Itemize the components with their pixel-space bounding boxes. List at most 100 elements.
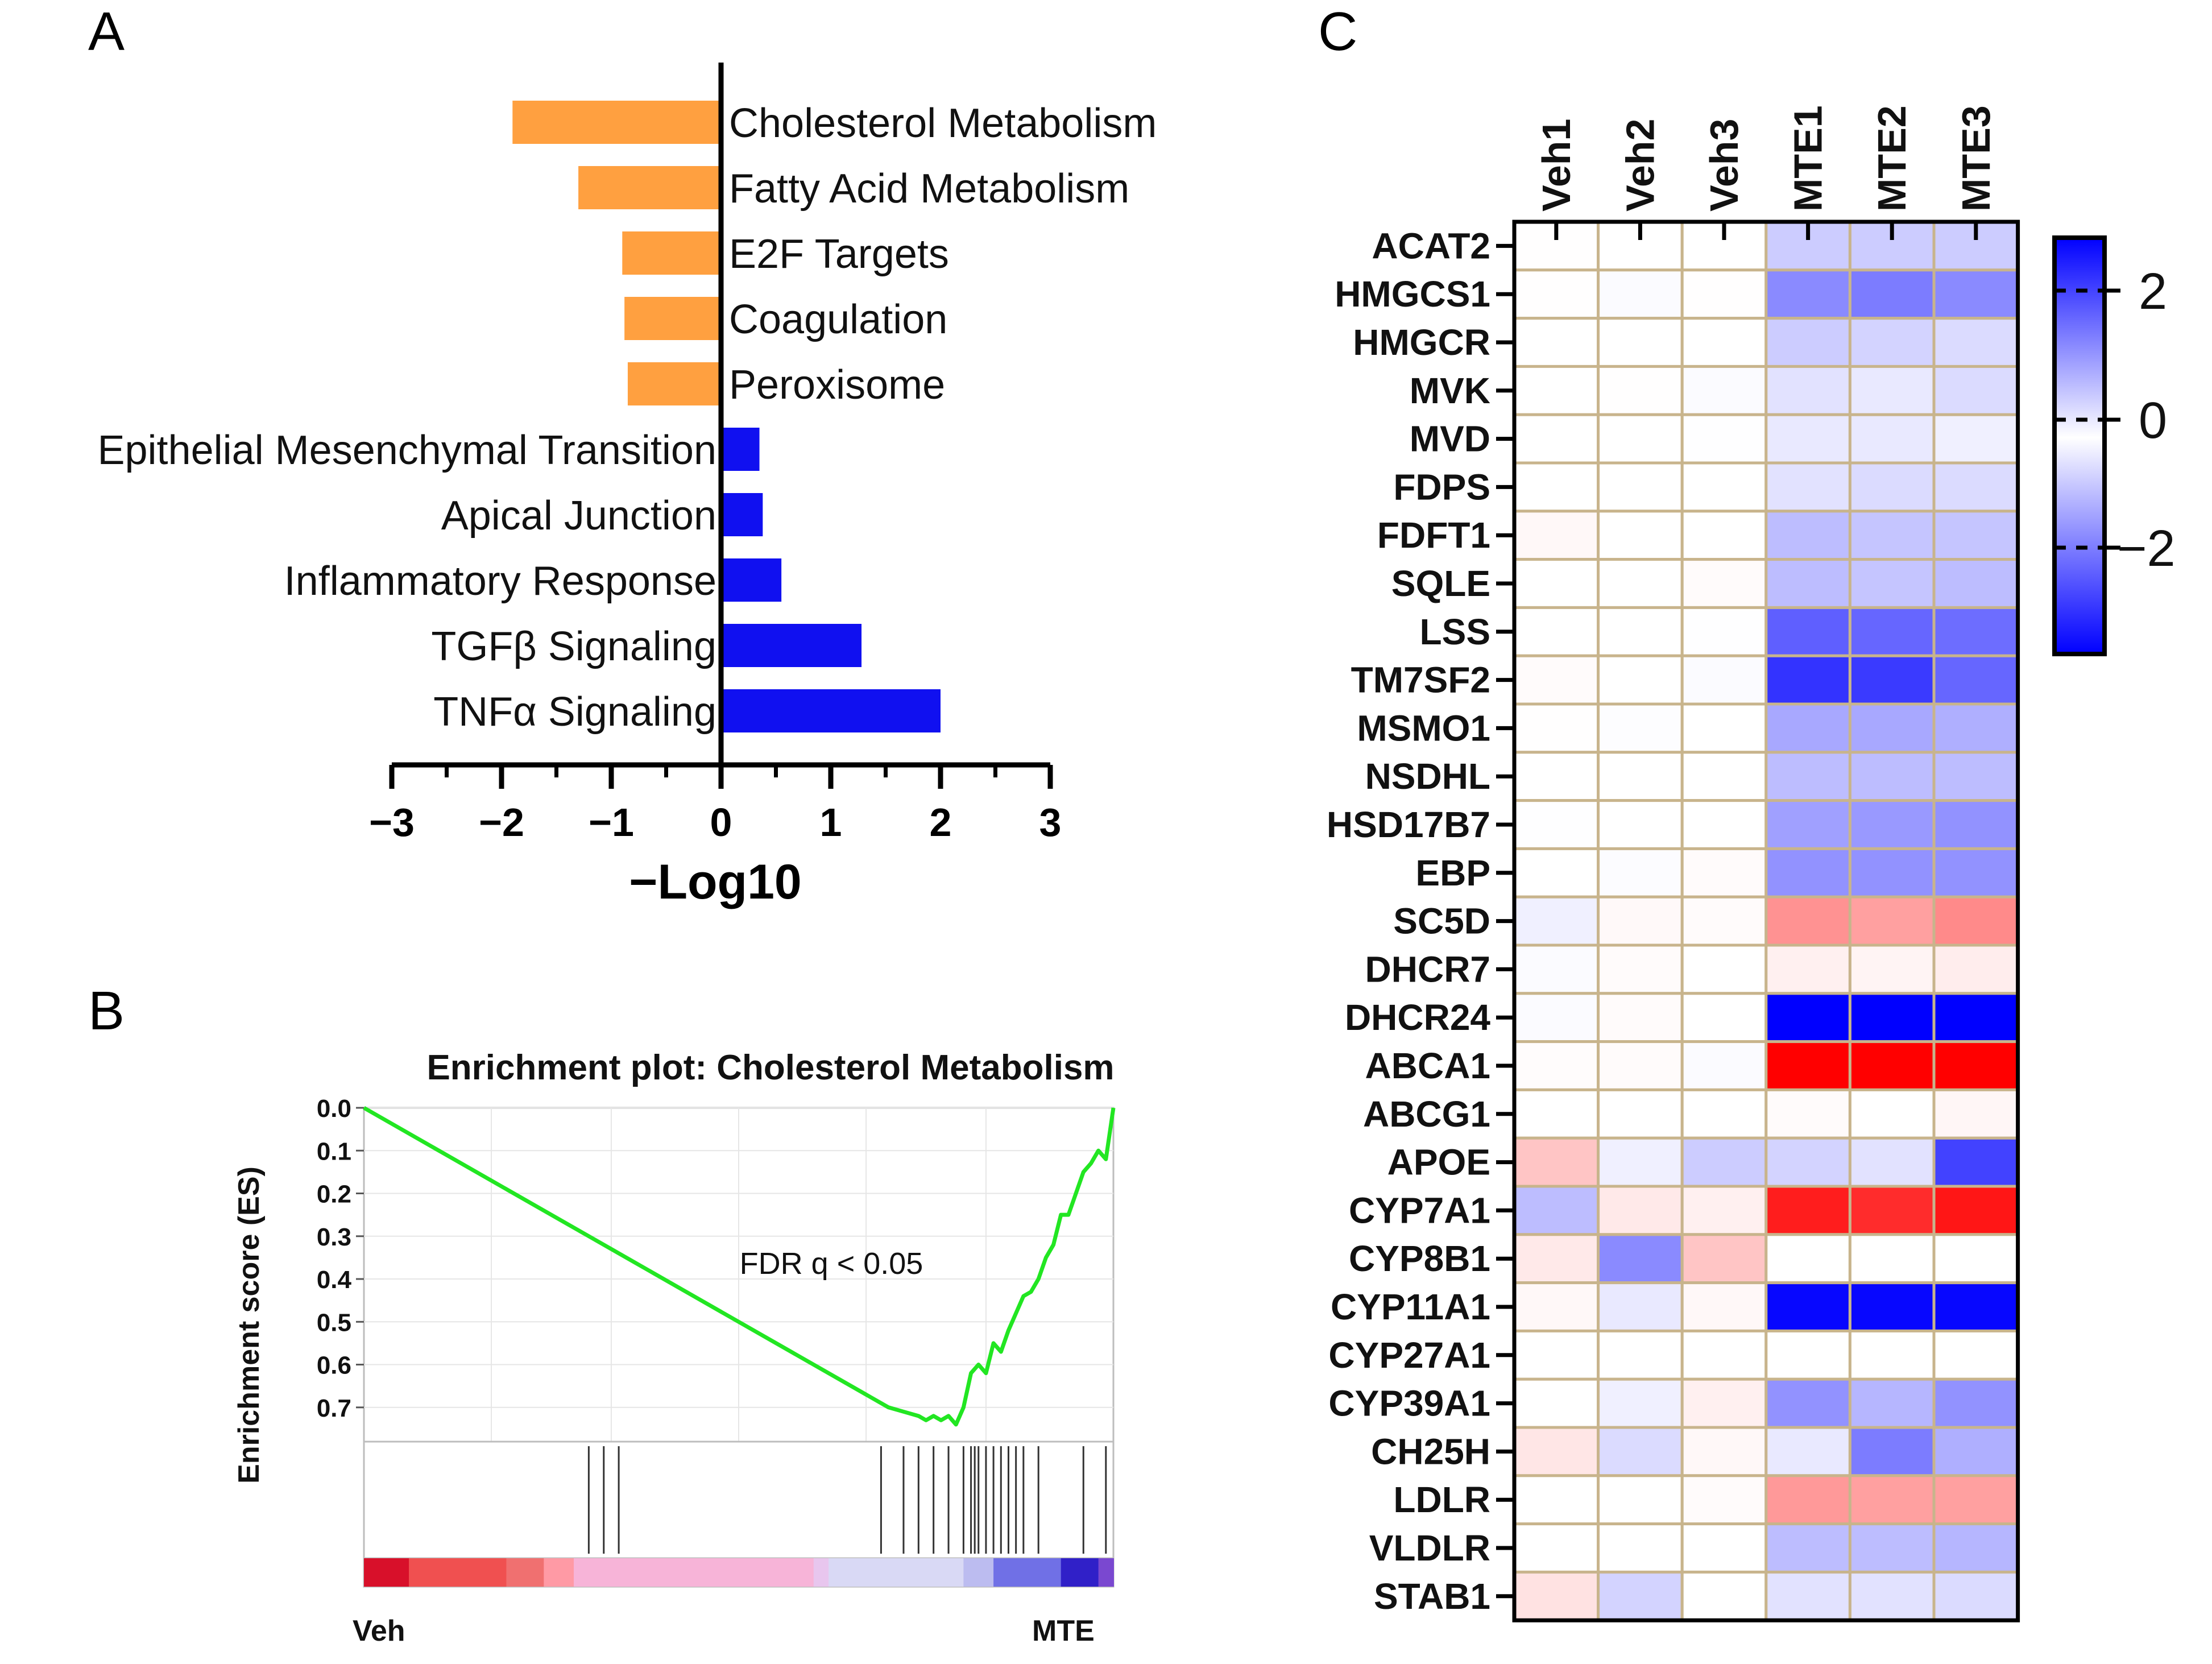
heat-cell-1-1 — [1597, 268, 1684, 320]
pathway-label-2: E2F Targets — [729, 231, 949, 277]
rank-bar-seg-6 — [829, 1558, 964, 1587]
heat-cell-3-4 — [1848, 365, 1936, 416]
rank-bar-seg-5 — [813, 1558, 830, 1587]
panel-c-heatmap: ACAT2 HMGCS1 HMGCR MVK MVD FDPS FDFT1 SQLE LSS TM… — [1327, 105, 2176, 1622]
heat-cell-17-3 — [1764, 1040, 1851, 1091]
heat-cell-8-0 — [1513, 606, 1600, 657]
cbar-tick-label-1: 0 — [2139, 392, 2167, 449]
heat-cell-19-2 — [1680, 1136, 1768, 1188]
heat-cell-5-3 — [1764, 461, 1851, 513]
es-curve — [363, 1106, 1116, 1427]
x-axis-title: −Log10 — [629, 855, 801, 909]
gene-label-8: LSS — [1420, 611, 1490, 652]
rank-bar-seg-7 — [963, 1558, 995, 1587]
heat-cell-8-5 — [1932, 606, 2020, 657]
heat-cell-12-3 — [1764, 799, 1851, 850]
heat-cell-8-3 — [1764, 606, 1851, 657]
heat-cell-8-4 — [1848, 606, 1936, 657]
heat-cell-14-5 — [1932, 895, 2020, 947]
heat-cell-18-1 — [1597, 1088, 1684, 1140]
heat-cell-14-3 — [1764, 895, 1851, 947]
gene-label-21: CYP8B1 — [1349, 1238, 1490, 1279]
heat-cell-15-4 — [1848, 943, 1936, 995]
panel-b-letter: B — [88, 980, 125, 1041]
heat-cell-27-1 — [1597, 1522, 1684, 1574]
heat-cell-16-4 — [1848, 992, 1936, 1044]
heat-cell-9-5 — [1932, 654, 2020, 706]
gsea-ytick-label-7: 0.7 — [317, 1394, 351, 1422]
heat-cell-19-4 — [1848, 1136, 1936, 1188]
heat-cell-14-1 — [1597, 895, 1684, 947]
gsea-title: Enrichment plot: Cholesterol Metabolism — [426, 1048, 1114, 1087]
heat-cell-28-1 — [1597, 1570, 1684, 1622]
heat-cell-26-3 — [1764, 1474, 1851, 1526]
heat-cell-22-5 — [1932, 1281, 2020, 1332]
gsea-ytick-label-5: 0.5 — [317, 1309, 351, 1336]
heat-cell-13-2 — [1680, 847, 1768, 899]
heat-cell-25-2 — [1680, 1426, 1768, 1477]
heat-cell-24-1 — [1597, 1377, 1684, 1429]
heat-cell-26-2 — [1680, 1474, 1768, 1526]
gene-label-11: NSDHL — [1365, 756, 1490, 797]
heat-cell-6-5 — [1932, 510, 2020, 561]
heat-cell-6-3 — [1764, 510, 1851, 561]
sample-label-2: Veh3 — [1702, 119, 1746, 212]
rank-bar-seg-8 — [993, 1558, 1062, 1587]
gene-label-2: HMGCR — [1353, 322, 1490, 363]
heat-cell-17-0 — [1513, 1040, 1600, 1091]
rank-bar-seg-0 — [364, 1558, 410, 1587]
heat-cell-25-4 — [1848, 1426, 1936, 1477]
x-tick-label-1: −2 — [479, 800, 524, 845]
heat-cell-2-1 — [1597, 317, 1684, 368]
gsea-ytick-label-1: 0.1 — [317, 1137, 351, 1165]
gsea-ytick-label-0: 0.0 — [317, 1095, 351, 1123]
heat-cell-24-4 — [1848, 1377, 1936, 1429]
heat-cell-20-0 — [1513, 1185, 1600, 1236]
heat-cell-24-2 — [1680, 1377, 1768, 1429]
heat-cell-7-2 — [1680, 558, 1768, 609]
heat-cell-24-5 — [1932, 1377, 2020, 1429]
heat-cell-13-0 — [1513, 847, 1600, 899]
x-tick-label-4: 1 — [820, 800, 842, 845]
x-tick-label-3: 0 — [710, 800, 732, 845]
heat-cell-8-2 — [1680, 606, 1768, 657]
heat-cell-22-3 — [1764, 1281, 1851, 1332]
heat-cell-10-4 — [1848, 702, 1936, 754]
heat-cell-23-2 — [1680, 1329, 1768, 1381]
heat-cell-5-5 — [1932, 461, 2020, 513]
heat-cell-6-0 — [1513, 510, 1600, 561]
heat-cell-3-3 — [1764, 365, 1851, 416]
heat-cell-12-1 — [1597, 799, 1684, 850]
x-tick-label-2: −1 — [589, 800, 634, 845]
heat-cell-17-5 — [1932, 1040, 2020, 1091]
heat-cell-7-5 — [1932, 558, 2020, 609]
gsea-ytick-label-3: 0.3 — [317, 1223, 351, 1251]
heat-cell-15-0 — [1513, 943, 1600, 995]
heat-cell-25-3 — [1764, 1426, 1851, 1477]
heat-cell-13-5 — [1932, 847, 2020, 899]
pathway-label-1: Fatty Acid Metabolism — [729, 166, 1129, 212]
bar-0 — [512, 101, 721, 144]
heat-cell-28-5 — [1932, 1570, 2020, 1622]
heat-cell-21-2 — [1680, 1233, 1768, 1285]
heat-cell-1-4 — [1848, 268, 1936, 320]
heat-cell-15-5 — [1932, 943, 2020, 995]
sample-label-3: MTE1 — [1786, 105, 1830, 212]
gene-label-19: APOE — [1387, 1142, 1490, 1183]
pathway-label-9: TNFα Signaling — [433, 689, 716, 735]
heat-cell-28-4 — [1848, 1570, 1936, 1622]
bar-1 — [578, 166, 721, 209]
heat-cell-1-3 — [1764, 268, 1851, 320]
heat-cell-20-3 — [1764, 1185, 1851, 1236]
heat-cell-5-1 — [1597, 461, 1684, 513]
gsea-y-axis-title: Enrichment score (ES) — [233, 1166, 266, 1484]
rank-bar-seg-1 — [409, 1558, 507, 1587]
heat-cell-19-0 — [1513, 1136, 1600, 1188]
heat-cell-14-4 — [1848, 895, 1936, 947]
gene-label-24: CYP39A1 — [1328, 1383, 1490, 1424]
bar-4 — [627, 362, 721, 405]
heat-cell-4-0 — [1513, 413, 1600, 465]
heat-cell-6-4 — [1848, 510, 1936, 561]
sample-label-5: MTE3 — [1954, 105, 1998, 212]
gene-label-23: CYP27A1 — [1328, 1335, 1490, 1376]
